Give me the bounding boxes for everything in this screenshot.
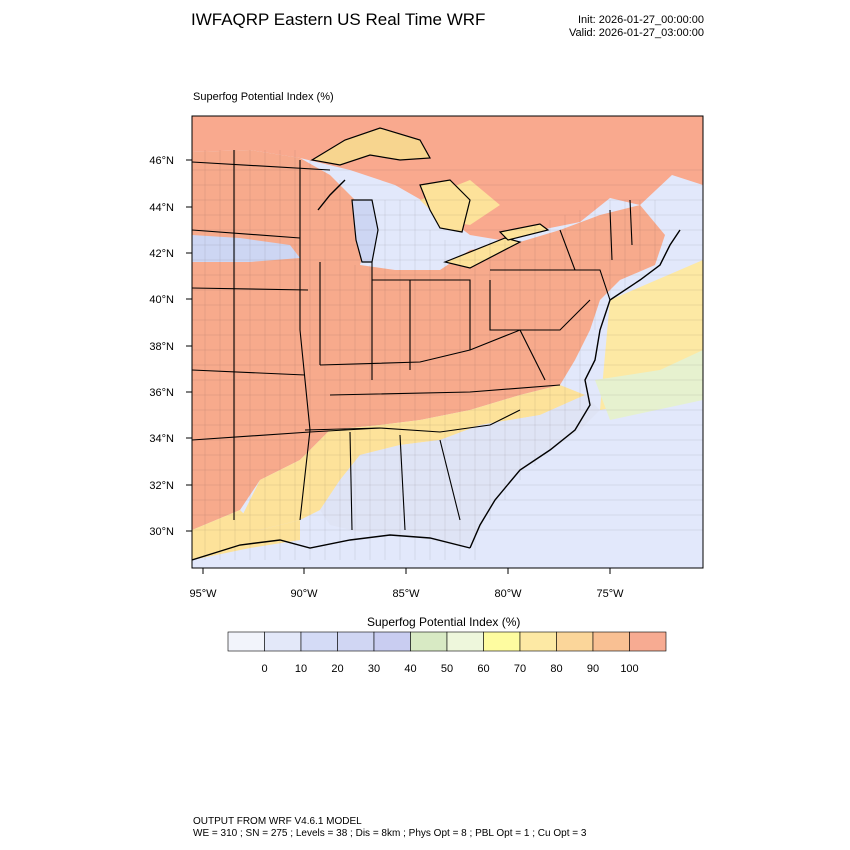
colorbar: 0 10 20 30 40 50 60 70 80 90 100 — [227, 631, 667, 675]
lat-label: 36°N — [149, 387, 174, 399]
colorbar-swatch — [264, 631, 302, 652]
colorbar-swatch — [556, 631, 594, 652]
lat-label: 42°N — [149, 248, 174, 260]
lon-axis: 95°W 90°W 85°W 80°W 75°W — [189, 568, 624, 600]
county-grid — [192, 150, 703, 560]
lat-label: 32°N — [149, 480, 174, 492]
colorbar-swatch — [592, 631, 630, 652]
colorbar-tick-label: 90 — [587, 663, 599, 675]
colorbar-swatch — [629, 631, 667, 652]
lon-label: 85°W — [392, 588, 420, 600]
colorbar-tick-label: 80 — [550, 663, 562, 675]
lake-ontario — [498, 223, 550, 241]
lat-label: 34°N — [149, 433, 174, 445]
us-land-low — [320, 395, 600, 548]
lon-label: 80°W — [494, 588, 522, 600]
gulf-coast-yellow — [192, 510, 300, 560]
lat-axis: 46°N 44°N 42°N 40°N 38°N 36°N 34°N 32°N … — [149, 155, 192, 538]
colorbar-swatch — [410, 631, 448, 652]
west-blue-patch — [192, 235, 300, 262]
colorbar-swatch — [519, 631, 557, 652]
lat-label: 40°N — [149, 294, 174, 306]
colorbar-tick-label: 20 — [331, 663, 343, 675]
lat-label: 46°N — [149, 155, 174, 167]
colorbar-tick-label: 10 — [295, 663, 307, 675]
canada-region — [192, 116, 703, 240]
colorbar-title: Superfog Potential Index (%) — [367, 615, 521, 629]
colorbar-tick-label: 70 — [514, 663, 526, 675]
coastlines — [192, 179, 681, 561]
init-time: Init: 2026-01-27_00:00:00 — [578, 14, 704, 26]
lat-label: 30°N — [149, 526, 174, 538]
colorbar-tick-label: 50 — [441, 663, 453, 675]
lon-label: 75°W — [596, 588, 624, 600]
us-land-high — [192, 150, 665, 530]
map-frame — [191, 115, 704, 569]
map-field-label: Superfog Potential Index (%) — [193, 91, 334, 103]
colorbar-swatch — [300, 631, 338, 652]
colorbar-swatch — [227, 631, 265, 652]
valid-time: Valid: 2026-01-27_03:00:00 — [569, 27, 704, 39]
colorbar-swatch — [337, 631, 375, 652]
lat-label: 44°N — [149, 202, 174, 214]
page-title: IWFAQRP Eastern US Real Time WRF — [191, 10, 486, 29]
state-boundaries — [192, 150, 633, 531]
colorbar-swatch — [446, 631, 484, 652]
colorbar-swatch — [373, 631, 411, 652]
colorbar-tick-label: 100 — [620, 663, 638, 675]
footer-config: WE = 310 ; SN = 275 ; Levels = 38 ; Dis … — [193, 828, 587, 839]
colorbar-tick-label: 60 — [477, 663, 489, 675]
colorbar-tick-label: 40 — [404, 663, 416, 675]
lake-superior — [310, 127, 431, 166]
colorbar-swatch — [483, 631, 521, 652]
atlantic-green — [595, 350, 703, 420]
us-land-mid — [240, 385, 585, 530]
footer-model: OUTPUT FROM WRF V4.6.1 MODEL — [193, 816, 362, 827]
colorbar-tick-label: 30 — [368, 663, 380, 675]
lon-label: 90°W — [290, 588, 318, 600]
colorbar-tick-label: 0 — [261, 663, 267, 675]
lon-label: 95°W — [189, 588, 217, 600]
lake-huron — [419, 179, 471, 233]
map-panel — [192, 116, 703, 568]
lat-label: 38°N — [149, 341, 174, 353]
lake-erie — [443, 237, 522, 269]
